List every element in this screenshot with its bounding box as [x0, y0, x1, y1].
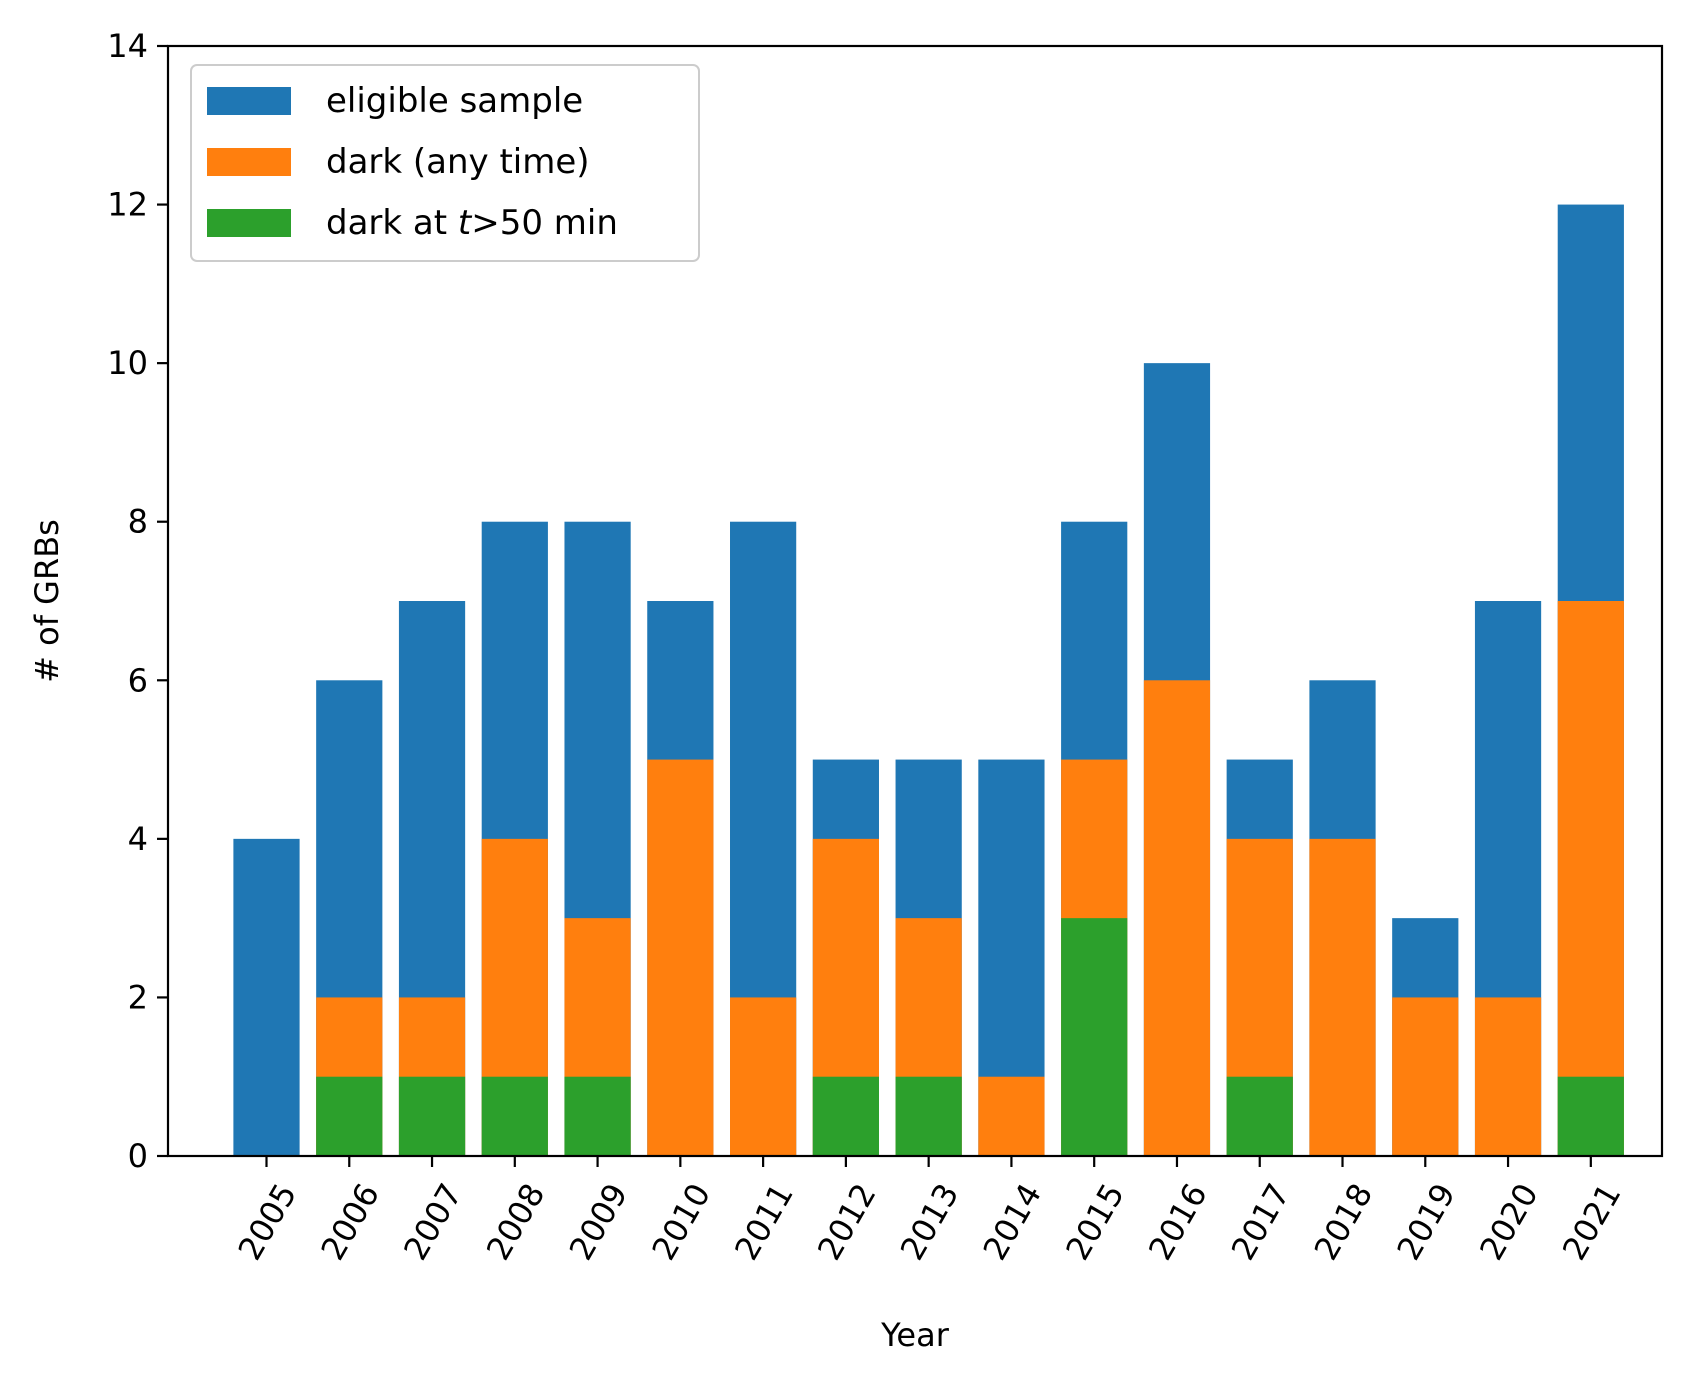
y-axis-label: # of GRBs: [28, 519, 66, 683]
plot-frame: [166, 44, 1664, 1158]
legend: eligible sample dark (any time) dark at t>…: [190, 64, 700, 262]
bar-2020-series-2: [1474, 997, 1542, 1156]
legend-swatch-1: [207, 87, 291, 115]
y-tick-label: 10: [107, 344, 148, 382]
bar-2008-series-3: [481, 1076, 548, 1156]
bar-2018-series-2: [1309, 838, 1376, 1156]
y-tick-label: 6: [128, 661, 148, 699]
bar-2007-series-3: [398, 1076, 466, 1156]
legend-label-2: dark (any time): [326, 142, 590, 182]
bar-2010-series-2: [647, 759, 714, 1156]
bar-2016-series-2: [1143, 680, 1211, 1156]
y-tick-label: 14: [107, 27, 148, 65]
bar-2009-series-3: [564, 1076, 631, 1156]
y-tick-label: 2: [128, 978, 148, 1016]
bar-2011-series-2: [730, 997, 797, 1156]
bar-2005-series-1: [233, 838, 300, 1156]
bar-2019-series-2: [1392, 997, 1459, 1156]
x-axis-label: Year: [880, 1316, 950, 1354]
legend-label-part: dark at: [326, 203, 458, 243]
bar-2015-series-3: [1061, 918, 1128, 1156]
bar-2012-series-3: [812, 1076, 879, 1156]
bar-2014-series-2: [978, 1076, 1045, 1156]
legend-label-1: eligible sample: [326, 81, 583, 121]
bars-layer: [233, 204, 1624, 1157]
y-tick-label: 4: [128, 820, 148, 858]
bar-2021-series-2: [1557, 601, 1624, 1156]
legend-label-part: t: [458, 203, 473, 243]
y-tick-label: 8: [128, 503, 148, 541]
legend-label-3: dark at t>50 min: [326, 203, 618, 243]
series-3-bars: [316, 918, 1624, 1156]
y-tick-label: 12: [107, 186, 148, 224]
legend-box: [190, 64, 700, 262]
bar-2006-series-3: [316, 1076, 383, 1156]
y-tick-label: 0: [128, 1137, 148, 1175]
y-axis-ticks: 0 2 4 6 8 10 12 14: [107, 27, 168, 1175]
bar-2021-series-3: [1557, 1076, 1624, 1156]
bar-2013-series-3: [895, 1076, 962, 1156]
legend-swatch-2: [207, 148, 291, 176]
legend-label-part: >50 min: [471, 203, 618, 243]
bar-2017-series-3: [1226, 1076, 1293, 1156]
legend-swatch-3: [207, 209, 291, 237]
